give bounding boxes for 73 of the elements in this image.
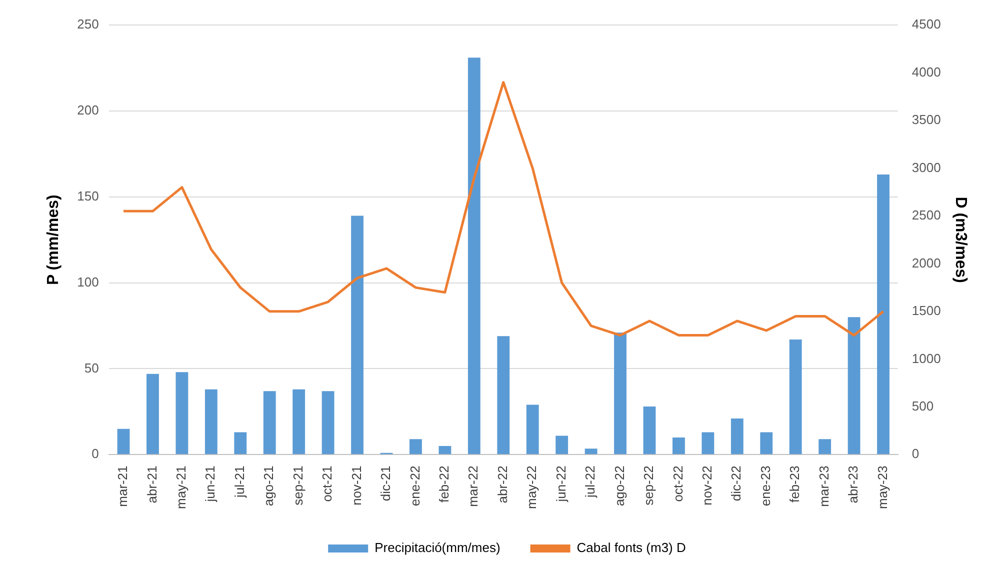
y-tick-label: 50: [84, 360, 99, 376]
x-tick-label: jun-22: [553, 466, 568, 503]
x-tick-label: jul-22: [582, 466, 598, 498]
bar: [877, 174, 890, 454]
x-tick-label: ene-23: [758, 466, 773, 506]
x-tick-label: mar-23: [816, 466, 832, 507]
bar: [468, 58, 480, 454]
y2-tick-label: 2500: [912, 208, 941, 223]
y2-axis-title: D (m3/mes): [952, 196, 969, 283]
bar: [292, 389, 306, 454]
x-tick-label: ene-22: [407, 466, 422, 506]
x-tick-label: may-21: [174, 466, 189, 510]
y2-tick-label: 3500: [912, 112, 941, 128]
bar: [176, 372, 188, 454]
y-tick-label: 150: [77, 188, 99, 204]
x-tick-label: ago-21: [261, 466, 276, 506]
y2-tick-label: 3000: [912, 160, 941, 175]
bar: [234, 432, 247, 454]
bar: [263, 391, 276, 454]
bar: [730, 418, 744, 454]
bar: [614, 332, 626, 454]
y2-tick-label: 1000: [912, 350, 941, 366]
x-tick-label: may-23: [874, 466, 890, 510]
bar: [672, 437, 685, 454]
bar: [760, 432, 773, 454]
bar: [584, 448, 598, 454]
y-tick-label: 100: [77, 274, 99, 290]
x-tick-label: mar-21: [115, 466, 130, 507]
x-tick-label: abr-23: [846, 466, 861, 504]
bar: [497, 336, 510, 454]
x-tick-label: dic-21: [378, 466, 394, 502]
y-tick-label: 250: [77, 16, 99, 32]
x-tick-label: oct-21: [320, 466, 335, 502]
x-tick-label: nov-21: [348, 466, 364, 506]
y2-tick-label: 4000: [912, 64, 941, 80]
x-tick-label: oct-22: [670, 466, 686, 502]
x-tick-label: sep-22: [641, 466, 656, 506]
x-tick-label: nov-22: [700, 466, 715, 506]
bar: [117, 428, 130, 454]
x-tick-label: may-22: [524, 466, 540, 510]
bar: [789, 340, 802, 454]
bar: [556, 436, 568, 454]
x-tick-label: dic-22: [728, 466, 744, 502]
x-tick-label: jun-21: [202, 466, 218, 503]
legend-label: Cabal fonts (m3) D: [576, 540, 686, 556]
x-tick-label: abr-21: [144, 466, 160, 504]
legend-label: Precipitació(mm/mes): [374, 540, 500, 556]
y-axis-title: P (mm/mes): [45, 194, 62, 286]
y2-tick-label: 0: [912, 446, 920, 462]
y2-tick-label: 2000: [912, 255, 941, 270]
bar: [146, 374, 159, 454]
bar: [438, 446, 452, 454]
y-tick-label: 0: [92, 446, 99, 462]
y2-tick-label: 500: [912, 398, 934, 414]
y2-tick-label: 1500: [912, 303, 941, 318]
y-tick-label: 200: [77, 102, 99, 118]
x-tick-label: mar-22: [466, 466, 481, 507]
x-tick-label: jul-21: [232, 466, 247, 498]
bar: [643, 406, 656, 454]
bar: [526, 404, 539, 454]
bar: [351, 216, 364, 454]
bar: [322, 391, 334, 454]
x-tick-label: abr-22: [494, 466, 510, 504]
x-tick-label: feb-22: [436, 466, 452, 503]
bar: [848, 317, 860, 454]
x-tick-label: ago-22: [612, 466, 627, 506]
bar: [818, 439, 832, 454]
x-tick-label: sep-21: [290, 466, 306, 506]
bar: [410, 439, 422, 454]
y2-tick-label: 4500: [912, 16, 941, 32]
bar: [702, 432, 714, 454]
x-tick-label: feb-23: [787, 466, 802, 503]
bar: [204, 389, 218, 454]
